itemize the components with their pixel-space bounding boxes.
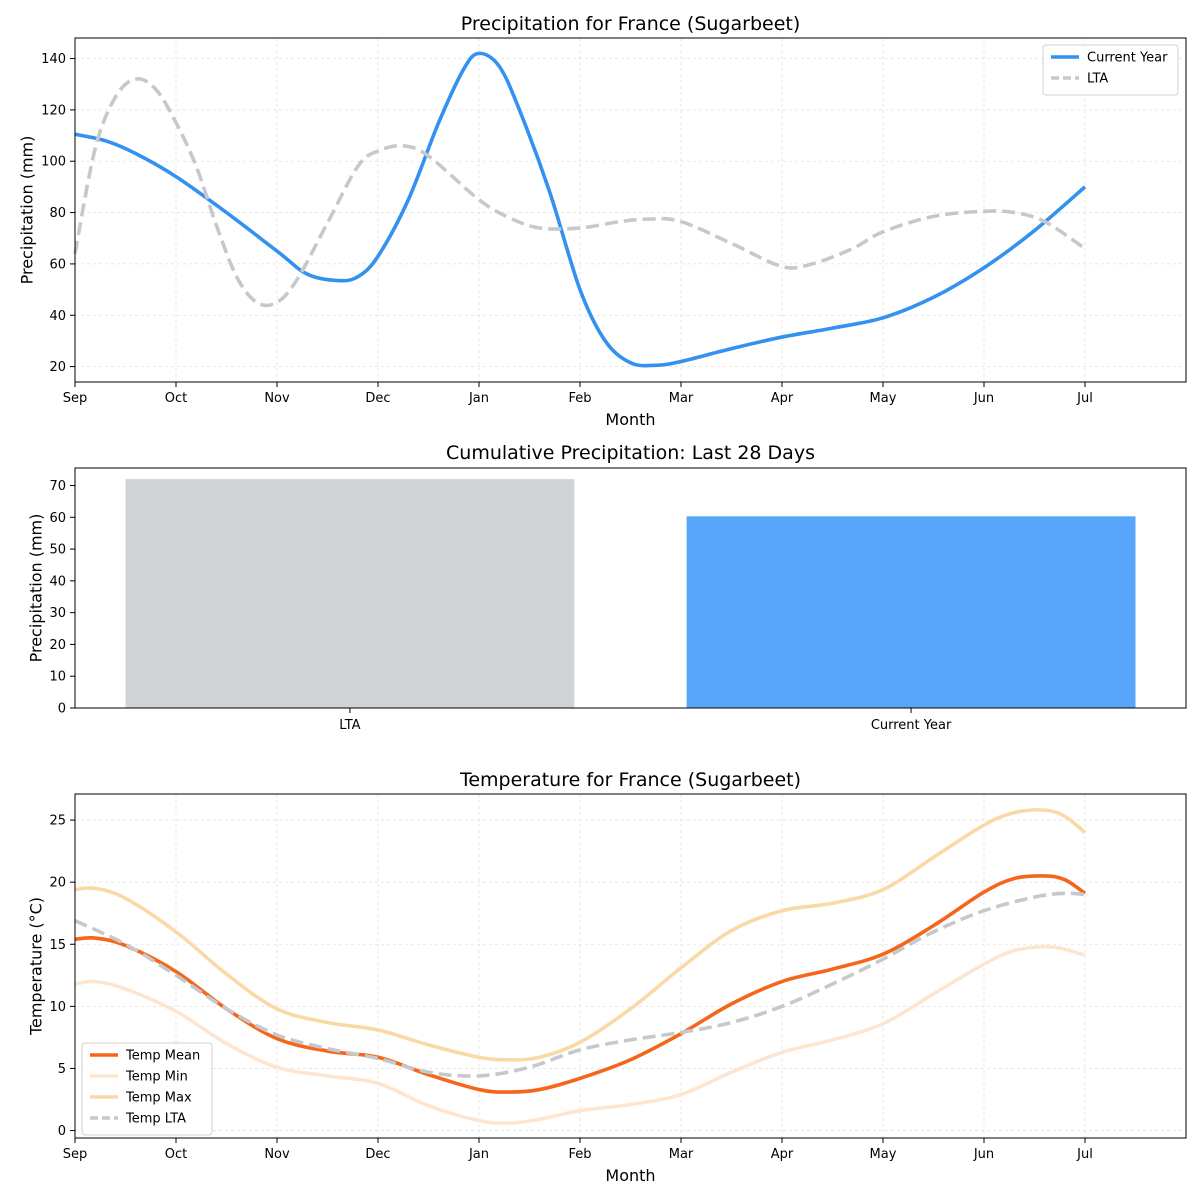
cumulative-y-axis-label: Precipitation (mm) [27,514,46,663]
x-tick-label-current-year: Current Year [871,718,952,733]
x-tick-label-may: May [870,391,897,406]
y-tick-label-80: 80 [49,206,66,221]
legend-label-temp-mean: Temp Mean [125,1049,200,1064]
series-line-temp-max [74,808,1087,1062]
temperature-y-axis-label: Temperature (°C) [27,897,46,1036]
temperature-x-axis-label: Month [605,1166,655,1185]
y-tick-label-20: 20 [49,876,66,891]
x-tick-label-nov: Nov [264,391,290,406]
legend-label-temp-lta: Temp LTA [125,1112,186,1127]
y-tick-label-20: 20 [49,360,66,375]
y-tick-label-10: 10 [49,670,66,685]
x-tick-label-may: May [870,1147,897,1162]
x-tick-label-apr: Apr [771,391,794,406]
x-tick-label-lta: LTA [339,718,360,733]
x-tick-label-jul: Jul [1076,391,1093,406]
series-line-temp-lta [74,891,1086,1078]
x-tick-label-dec: Dec [365,391,390,406]
x-tick-label-jan: Jan [468,391,489,406]
y-tick-label-0: 0 [58,1124,66,1139]
precipitation-y-axis-label: Precipitation (mm) [18,136,37,285]
x-tick-label-jun: Jun [973,1147,994,1162]
precipitation-line-chart: Sep Oct Nov Dec Jan Feb Mar Apr May Jun Jul 20 40 60… [18,13,1187,429]
legend-label-temp-max: Temp Max [125,1091,192,1106]
y-tick-label-40: 40 [49,309,66,324]
y-tick-label-5: 5 [58,1062,66,1077]
legend-box [81,1042,213,1136]
x-tick-label-mar: Mar [669,391,694,406]
x-tick-label-jul: Jul [1076,1147,1093,1162]
temperature-line-chart: Sep Oct Nov Dec Jan Feb Mar Apr May Jun Jul 0 5 10 15… [27,769,1187,1185]
series-line-current-year [74,51,1087,368]
x-tick-label-feb: Feb [568,1147,591,1162]
x-tick-label-mar: Mar [669,1147,694,1162]
cumulative-precipitation-bar-chart: LTA Current Year 0 10 20 30 40 50 60 70 Cumulati… [27,442,1187,733]
y-tick-label-70: 70 [49,479,66,494]
y-tick-label-10: 10 [49,1000,66,1015]
y-tick-label-30: 30 [49,606,66,621]
x-tick-label-apr: Apr [771,1147,794,1162]
temperature-chart-title: Temperature for France (Sugarbeet) [459,769,801,791]
y-tick-label-100: 100 [41,155,66,170]
x-tick-label-oct: Oct [165,391,187,406]
cumulative-plot-area [74,467,1187,709]
legend-label-current-year: Current Year [1087,51,1168,66]
y-tick-label-50: 50 [49,543,66,558]
x-tick-label-jan: Jan [468,1147,489,1162]
y-tick-label-0: 0 [58,702,66,717]
bar-lta [125,479,575,708]
legend-label-lta: LTA [1087,72,1108,87]
bar-current-year [686,516,1136,708]
cumulative-chart-title: Cumulative Precipitation: Last 28 Days [446,442,815,464]
x-tick-label-oct: Oct [165,1147,187,1162]
series-line-temp-min [74,944,1086,1126]
x-tick-label-nov: Nov [264,1147,290,1162]
y-tick-label-120: 120 [41,103,66,118]
y-tick-label-140: 140 [41,52,66,67]
y-tick-label-20: 20 [49,638,66,653]
precipitation-x-axis-label: Month [605,410,655,429]
x-tick-label-sep: Sep [63,391,88,406]
x-tick-label-jun: Jun [973,391,994,406]
y-tick-label-15: 15 [49,938,66,953]
series-line-lta [73,77,1087,308]
y-tick-label-60: 60 [49,257,66,272]
x-tick-label-sep: Sep [63,1147,88,1162]
precipitation-plot-area [74,37,1187,383]
x-tick-label-dec: Dec [365,1147,390,1162]
temperature-plot-area [74,793,1187,1139]
x-tick-label-feb: Feb [568,391,591,406]
y-tick-label-40: 40 [49,574,66,589]
legend-label-temp-min: Temp Min [125,1070,188,1085]
y-tick-label-25: 25 [49,814,66,829]
precipitation-chart-title: Precipitation for France (Sugarbeet) [461,13,801,35]
y-tick-label-60: 60 [49,511,66,526]
